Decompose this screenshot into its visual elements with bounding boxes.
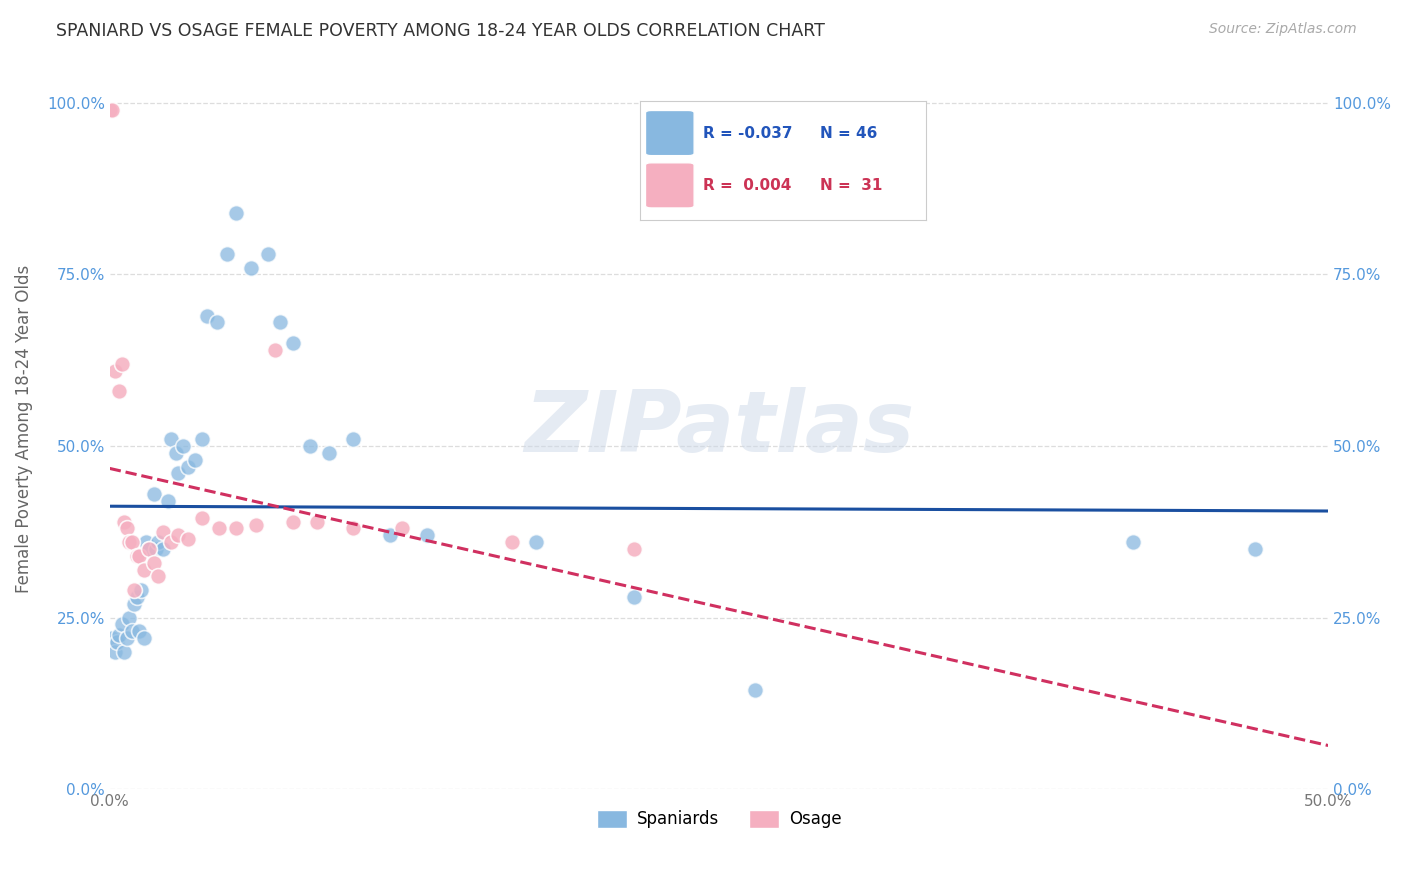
Point: [125, 549, 148, 563]
Point: [501, 535, 523, 549]
Point: [118, 610, 141, 624]
Point: [208, 521, 231, 535]
Point: [132, 631, 155, 645]
Point: [138, 541, 160, 556]
Point: [145, 541, 167, 556]
Point: [142, 487, 165, 501]
Point: [104, 645, 127, 659]
Point: [121, 624, 143, 639]
Point: [122, 597, 145, 611]
Point: [132, 563, 155, 577]
Point: [108, 384, 131, 398]
Point: [257, 247, 280, 261]
Point: [1122, 535, 1144, 549]
Point: [177, 532, 200, 546]
Point: [157, 494, 180, 508]
Legend: Spaniards, Osage: Spaniards, Osage: [591, 803, 848, 835]
Point: [240, 260, 263, 275]
Point: [524, 535, 547, 549]
Point: [264, 343, 287, 357]
Point: [225, 205, 247, 219]
Point: [115, 631, 138, 645]
Point: [131, 583, 153, 598]
Point: [111, 617, 134, 632]
Point: [167, 528, 190, 542]
Point: [342, 432, 364, 446]
Point: [318, 446, 340, 460]
Point: [148, 535, 170, 549]
Point: [104, 363, 127, 377]
Point: [142, 556, 165, 570]
Point: [101, 103, 124, 117]
Point: [281, 336, 304, 351]
Point: [159, 535, 181, 549]
Point: [118, 535, 141, 549]
Y-axis label: Female Poverty Among 18-24 Year Olds: Female Poverty Among 18-24 Year Olds: [15, 265, 32, 593]
Point: [191, 432, 214, 446]
Point: [177, 459, 200, 474]
Point: [159, 432, 181, 446]
Point: [215, 247, 238, 261]
Point: [121, 535, 143, 549]
Point: [415, 528, 437, 542]
Point: [195, 309, 218, 323]
Point: [391, 521, 413, 535]
Point: [112, 645, 135, 659]
Point: [128, 549, 150, 563]
Point: [101, 631, 124, 645]
Point: [105, 634, 128, 648]
Point: [152, 541, 174, 556]
Text: ZIPatlas: ZIPatlas: [524, 387, 914, 470]
Point: [111, 357, 134, 371]
Point: [167, 467, 190, 481]
Point: [623, 590, 645, 604]
Point: [281, 515, 304, 529]
Point: [148, 569, 170, 583]
Point: [269, 316, 291, 330]
Point: [172, 439, 194, 453]
Point: [138, 541, 160, 556]
Point: [378, 528, 401, 542]
Point: [112, 515, 135, 529]
Point: [623, 541, 645, 556]
Point: [191, 511, 214, 525]
Point: [122, 583, 145, 598]
Point: [342, 521, 364, 535]
Point: [152, 524, 174, 539]
Point: [1244, 541, 1267, 556]
Point: [135, 535, 157, 549]
Point: [305, 515, 328, 529]
Point: [108, 628, 131, 642]
Point: [298, 439, 321, 453]
Point: [205, 316, 228, 330]
Point: [128, 624, 150, 639]
Point: [98, 103, 121, 117]
Point: [225, 521, 247, 535]
Point: [125, 590, 148, 604]
Point: [245, 518, 267, 533]
Text: Source: ZipAtlas.com: Source: ZipAtlas.com: [1209, 22, 1357, 37]
Text: SPANIARD VS OSAGE FEMALE POVERTY AMONG 18-24 YEAR OLDS CORRELATION CHART: SPANIARD VS OSAGE FEMALE POVERTY AMONG 1…: [56, 22, 825, 40]
Point: [115, 521, 138, 535]
Point: [184, 452, 207, 467]
Point: [165, 446, 187, 460]
Point: [744, 682, 766, 697]
